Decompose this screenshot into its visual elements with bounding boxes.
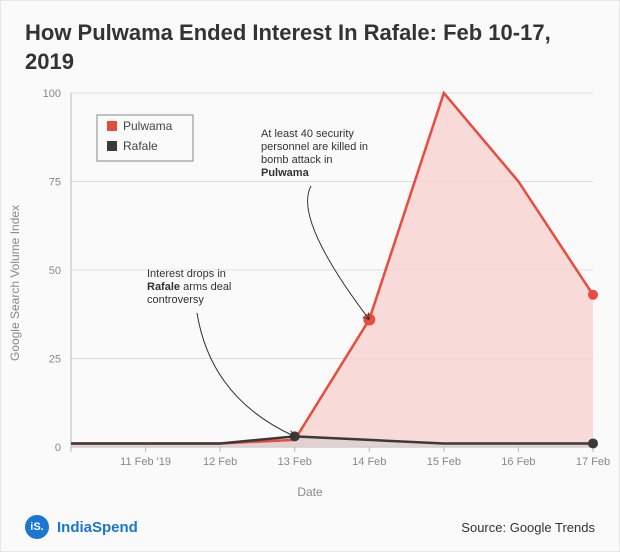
y-axis-label: Google Search Volume Index (8, 205, 22, 361)
svg-text:0: 0 (55, 442, 61, 454)
svg-text:bomb attack in: bomb attack in (261, 154, 333, 166)
svg-text:25: 25 (49, 354, 61, 366)
svg-text:Pulwama: Pulwama (123, 119, 173, 133)
svg-text:11 Feb '19: 11 Feb '19 (120, 456, 171, 468)
svg-text:12 Feb: 12 Feb (203, 456, 237, 468)
brand-logo-icon: iS. (25, 515, 49, 539)
svg-text:14 Feb: 14 Feb (352, 456, 386, 468)
source-text: Source: Google Trends (461, 520, 595, 535)
chart-title: How Pulwama Ended Interest In Rafale: Fe… (1, 1, 619, 82)
svg-text:controversy: controversy (147, 294, 204, 306)
svg-text:50: 50 (49, 265, 61, 277)
chart-card: How Pulwama Ended Interest In Rafale: Fe… (0, 0, 620, 552)
svg-text:Rafale: Rafale (123, 139, 158, 153)
x-axis-label: Date (297, 485, 322, 499)
svg-text:75: 75 (49, 177, 61, 189)
chart-svg: 0 25 50 75 100 11 Feb '19 12 Feb 13 Feb 14 Feb 15… (1, 81, 620, 491)
brand: iS. IndiaSpend (25, 515, 138, 539)
svg-text:Pulwama: Pulwama (261, 167, 310, 179)
footer: iS. IndiaSpend Source: Google Trends (1, 503, 619, 551)
brand-name: IndiaSpend (57, 519, 138, 536)
svg-text:100: 100 (43, 88, 61, 100)
svg-text:personnel are killed in: personnel are killed in (261, 141, 368, 153)
svg-text:13 Feb: 13 Feb (278, 456, 312, 468)
svg-text:16 Feb: 16 Feb (501, 456, 535, 468)
svg-text:Rafale arms deal: Rafale arms deal (147, 281, 231, 293)
svg-text:Interest drops in: Interest drops in (147, 268, 226, 280)
svg-text:17 Feb: 17 Feb (576, 456, 610, 468)
chart-area: 0 25 50 75 100 11 Feb '19 12 Feb 13 Feb 14 Feb 15… (1, 81, 620, 491)
svg-text:At least 40 security: At least 40 security (261, 128, 354, 140)
svg-text:15 Feb: 15 Feb (427, 456, 461, 468)
